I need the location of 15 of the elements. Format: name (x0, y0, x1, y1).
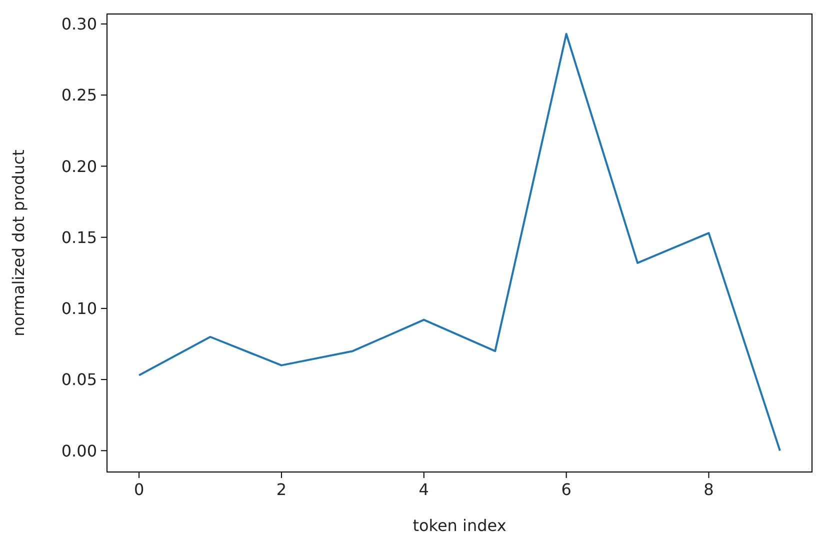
x-tick-label: 8 (704, 480, 714, 499)
y-tick-label: 0.05 (61, 370, 97, 390)
y-tick-label: 0.10 (61, 299, 97, 318)
x-tick-label: 6 (561, 480, 572, 499)
x-tick-label: 0 (134, 480, 144, 499)
x-axis-title: token index (412, 516, 506, 535)
y-tick-label: 0.25 (61, 86, 97, 105)
y-tick-label: 0.15 (61, 228, 97, 247)
y-tick-label: 0.30 (61, 14, 97, 34)
line-series (138, 32, 781, 452)
y-tick-label: 0.20 (61, 156, 97, 176)
x-tick-label: 4 (418, 480, 429, 499)
y-axis-title: normalized dot product (9, 150, 28, 336)
y-tick-label: 0.00 (61, 441, 97, 460)
x-tick-label: 2 (276, 480, 287, 499)
